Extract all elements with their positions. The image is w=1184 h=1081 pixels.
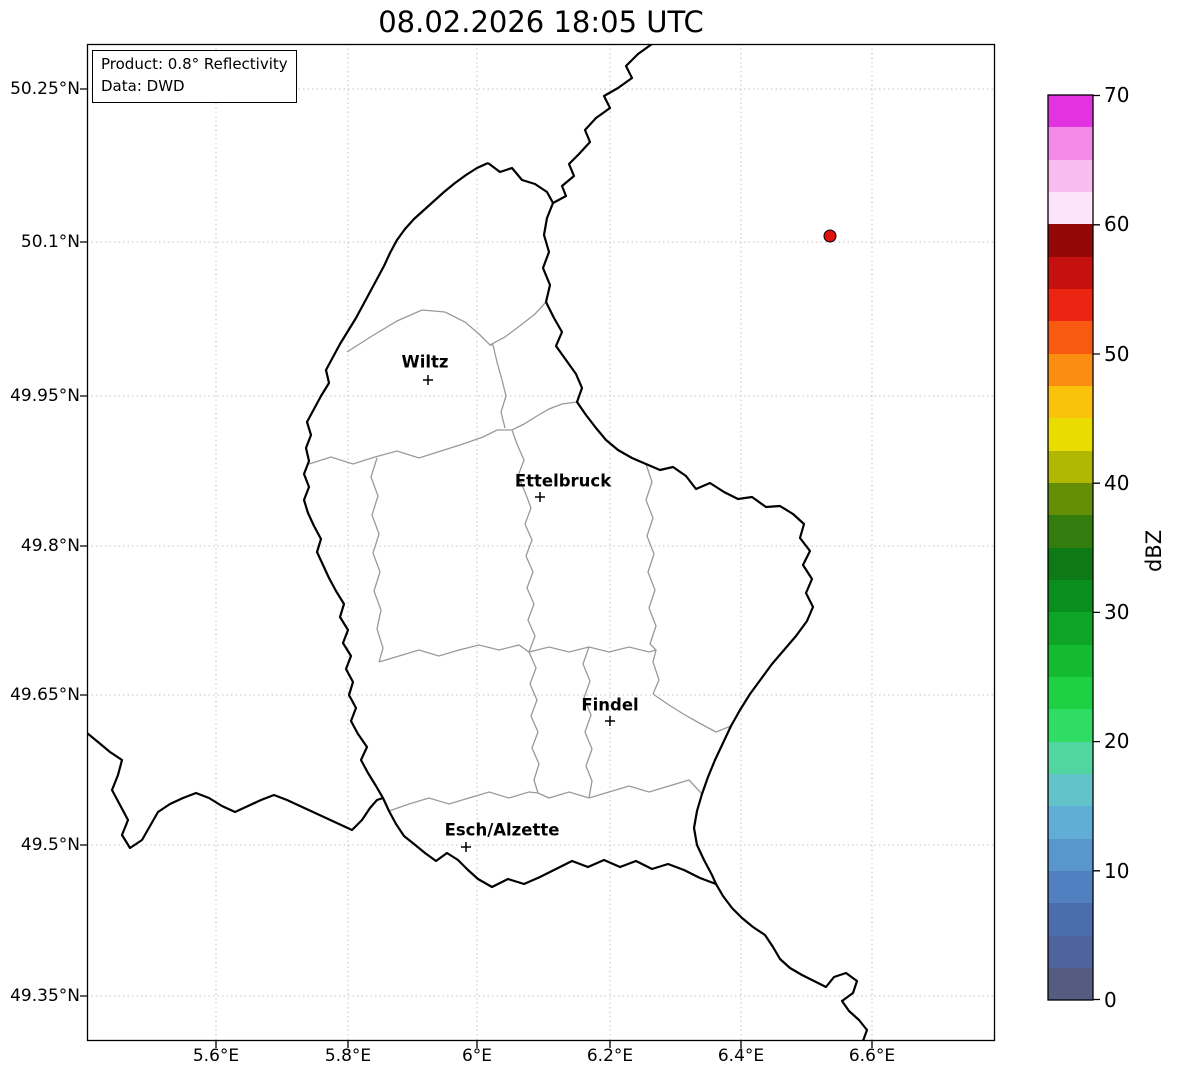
radar-echo-dot: [823, 229, 837, 243]
colorbar-segment: [1048, 579, 1093, 613]
colorbar-segment: [1048, 321, 1093, 354]
data-source-label: Data: DWD: [101, 76, 185, 95]
colorbar-segment: [1048, 709, 1093, 742]
colorbar-segment: [1048, 385, 1093, 419]
colorbar-segment: [1048, 450, 1093, 483]
y-tick-label: 49.95°N: [10, 386, 80, 406]
district-borders: [308, 301, 732, 812]
y-tick-label: 50.1°N: [20, 232, 80, 252]
colorbar-segment: [1048, 676, 1093, 710]
x-tick-label: 6.4°E: [717, 1046, 765, 1066]
city-label-ettelbruck: Ettelbruck: [514, 471, 612, 491]
wiltz-marker: [423, 375, 433, 385]
colorbar-tick-label: 70: [1104, 83, 1130, 107]
y-tick-label: 49.8°N: [20, 536, 80, 556]
country-borders: [87, 44, 869, 1041]
colorbar-segment: [1048, 127, 1093, 160]
grid-lines: [87, 44, 995, 1041]
colorbar-segment: [1048, 482, 1093, 516]
colorbar-segment: [1048, 353, 1093, 386]
city-label-esch-alzette: Esch/Alzette: [444, 820, 560, 840]
colorbar-segment: [1048, 806, 1093, 839]
colorbar-segment: [1048, 547, 1093, 580]
city-label-findel: Findel: [581, 695, 639, 715]
belgium-germany-border: [552, 44, 653, 204]
colorbar-segment: [1048, 644, 1093, 677]
colorbar-gradient: [1048, 95, 1093, 1001]
colorbar-segment: [1048, 288, 1093, 322]
x-tick-label: 6°E: [461, 1046, 493, 1066]
y-tick-label: 50.25°N: [10, 79, 80, 99]
colorbar-segment: [1048, 224, 1093, 257]
plot-frame: [86, 43, 996, 1042]
colorbar-segment: [1048, 159, 1093, 192]
colorbar-segment: [1048, 741, 1093, 774]
colorbar-tick-label: 40: [1104, 471, 1130, 495]
y-tick-label: 49.65°N: [10, 685, 80, 705]
colorbar-segment: [1048, 191, 1093, 225]
colorbar-tick-label: 10: [1104, 859, 1130, 883]
colorbar-tick-label: 20: [1104, 729, 1130, 753]
colorbar: [1048, 95, 1093, 1001]
x-tick-label: 6.2°E: [586, 1046, 634, 1066]
product-label: Product: 0.8° Reflectivity: [101, 55, 288, 73]
colorbar-tick-label: 50: [1104, 342, 1130, 366]
colorbar-tick-label: 30: [1104, 600, 1130, 624]
france-belgium-border: [87, 732, 384, 850]
colorbar-segment: [1048, 870, 1093, 904]
findel-marker: [605, 716, 615, 726]
y-axis-ticks: [80, 88, 87, 997]
colorbar-ticks: [1093, 94, 1100, 1001]
colorbar-segment: [1048, 773, 1093, 807]
colorbar-segment: [1048, 612, 1093, 645]
luxembourg-border: [302, 161, 815, 889]
colorbar-segment: [1048, 418, 1093, 451]
x-tick-label: 6.6°E: [848, 1046, 896, 1066]
colorbar-segment: [1048, 95, 1093, 128]
colorbar-segment: [1048, 838, 1093, 871]
colorbar-segment: [1048, 903, 1093, 936]
y-tick-label: 49.35°N: [10, 986, 80, 1006]
esch-alzette-marker: [461, 842, 471, 852]
colorbar-segment: [1048, 256, 1093, 289]
ettelbruck-marker: [535, 492, 545, 502]
x-tick-label: 5.6°E: [192, 1046, 240, 1066]
colorbar-segment: [1048, 935, 1093, 968]
product-info-box: Product: 0.8° Reflectivity Data: DWD: [92, 50, 297, 103]
colorbar-tick-label: 60: [1104, 212, 1130, 236]
x-tick-label: 5.8°E: [324, 1046, 372, 1066]
plot-title: 08.02.2026 18:05 UTC: [378, 5, 704, 39]
city-label-wiltz: Wiltz: [401, 352, 449, 372]
colorbar-tick-label: 0: [1104, 988, 1117, 1012]
colorbar-segment: [1048, 515, 1093, 548]
colorbar-unit-label: dBZ: [1142, 529, 1166, 572]
colorbar-segment: [1048, 967, 1093, 1001]
city-markers: [423, 375, 615, 852]
y-tick-label: 49.5°N: [20, 835, 80, 855]
france-germany-border: [715, 883, 869, 1041]
